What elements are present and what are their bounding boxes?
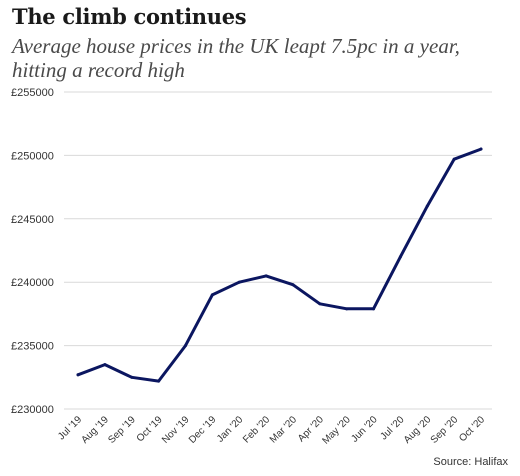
- chart-subtitle: Average house prices in the UK leapt 7.5…: [12, 34, 460, 82]
- chart-title: The climb continues: [12, 4, 247, 29]
- y-tick-label: £240000: [11, 277, 54, 289]
- data-point: [398, 255, 402, 259]
- x-tick-label: Feb '20: [241, 414, 272, 445]
- data-point: [157, 379, 161, 383]
- x-tick-label: Dec '19: [187, 414, 219, 446]
- series-line: [76, 147, 483, 383]
- data-point: [130, 375, 134, 379]
- data-point: [479, 147, 483, 151]
- source-note: Source: Halifax: [433, 456, 508, 468]
- data-point: [318, 302, 322, 306]
- data-point: [210, 293, 214, 297]
- x-tick-label: May '20: [320, 414, 353, 447]
- x-tick-label: Jun '20: [349, 414, 380, 445]
- x-tick-label: Aug '20: [402, 414, 434, 446]
- y-tick-label: £255000: [11, 87, 54, 99]
- y-tick-label: £235000: [11, 341, 54, 353]
- x-tick-label: Mar '20: [268, 414, 299, 445]
- data-point: [291, 283, 295, 287]
- y-tick-label: £245000: [11, 214, 54, 226]
- x-tick-label: Oct '20: [457, 414, 487, 444]
- data-point: [425, 204, 429, 208]
- data-point: [103, 363, 107, 367]
- x-tick-label: Nov '19: [160, 414, 192, 446]
- x-tick-label: Sep '20: [429, 414, 461, 446]
- data-point: [345, 307, 349, 311]
- data-point: [237, 280, 241, 284]
- data-point: [183, 344, 187, 348]
- data-point: [264, 274, 268, 278]
- data-point: [372, 307, 376, 311]
- x-tick-label: Sep '19: [106, 414, 138, 446]
- y-tick-label: £230000: [11, 404, 54, 416]
- x-tick-label: Aug '19: [79, 414, 111, 446]
- data-point: [76, 373, 80, 377]
- x-tick-label: Jan '20: [215, 414, 246, 445]
- data-point: [452, 157, 456, 161]
- y-tick-label: £250000: [11, 150, 54, 162]
